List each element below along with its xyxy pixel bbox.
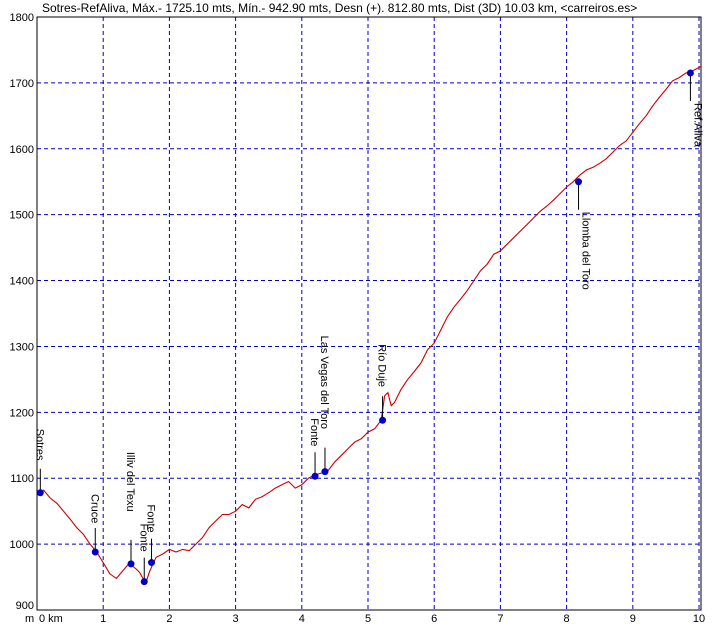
x-tick-label: 3 — [233, 613, 239, 625]
plot-frame — [36, 16, 702, 611]
x-tick-label: 5 — [365, 613, 371, 625]
y-tick-label: 1800 — [10, 12, 34, 24]
waypoint-marker — [321, 468, 329, 476]
waypoint-label: Llomba del Toro — [580, 212, 592, 290]
waypoint: Llomba del Toro — [575, 178, 592, 290]
waypoint-marker — [36, 489, 44, 497]
y-tick-label: 1200 — [10, 407, 34, 419]
x-tick-label: 1 — [100, 613, 106, 625]
x-tick-label: 4 — [299, 613, 305, 625]
grid-layer — [37, 17, 701, 610]
x-tick-label: 8 — [564, 613, 570, 625]
x-axis-labels: 0 km 1 2 3 4 5 6 7 8 9 10 m — [25, 613, 705, 625]
waypoint-marker — [379, 416, 387, 424]
waypoint-label: Fonte — [137, 524, 149, 552]
x-tick-label: 0 km — [39, 613, 63, 625]
waypoint-marker — [686, 69, 694, 77]
waypoint-marker — [148, 559, 156, 567]
waypoint-label: Cruce — [88, 494, 100, 523]
waypoint-marker — [91, 548, 99, 556]
y-tick-label: 1600 — [10, 144, 34, 156]
y-tick-label: 1700 — [10, 78, 34, 90]
waypoint: Fonte — [137, 524, 149, 586]
waypoint-marker — [311, 472, 319, 480]
waypoint: Illiv del Texu — [124, 452, 136, 568]
y-unit-label: m — [25, 613, 34, 625]
waypoint-label: Sotres — [33, 429, 45, 461]
y-tick-label: 1500 — [10, 210, 34, 222]
waypoint: Río Duje — [376, 344, 388, 424]
waypoint-label: Ref.Aliva — [691, 103, 703, 148]
y-tick-label: 1400 — [10, 276, 34, 288]
x-tick-label: 6 — [431, 613, 437, 625]
waypoint-marker — [127, 560, 135, 568]
waypoint-label: Illiv del Texu — [124, 452, 136, 512]
y-axis-labels: 900 1000 1100 1200 1300 1400 1500 1600 1700 1800 — [10, 12, 34, 612]
waypoint-label: Fonte — [308, 418, 320, 446]
waypoint: Sotres — [33, 429, 45, 497]
waypoint-label: Las Vegas del Toro — [318, 336, 330, 429]
waypoint: Fonte — [308, 418, 320, 480]
y-tick-label: 900 — [16, 600, 34, 612]
x-tick-label: 2 — [166, 613, 172, 625]
x-tick-label: 7 — [497, 613, 503, 625]
waypoint-marker — [575, 178, 583, 186]
waypoint: Cruce — [88, 494, 100, 556]
elevation-line-layer — [36, 65, 702, 583]
waypoint: Ref.Aliva — [686, 69, 703, 148]
y-tick-label: 1100 — [10, 473, 34, 485]
waypoint: Fonte — [145, 505, 157, 567]
x-tick-label: 10 — [693, 613, 705, 625]
waypoint-marker — [140, 578, 148, 586]
y-tick-label: 1300 — [10, 341, 34, 353]
chart-title: Sotres-RefAliva, Máx.- 1725.10 mts, Mín.… — [42, 1, 638, 15]
waypoint-label: Río Duje — [376, 344, 388, 387]
x-tick-label: 9 — [630, 613, 636, 625]
waypoint-label: Fonte — [145, 505, 157, 533]
waypoint: Las Vegas del Toro — [318, 336, 330, 476]
y-tick-label: 1000 — [10, 539, 34, 551]
elevation-line — [36, 65, 702, 583]
plot-border — [36, 16, 702, 611]
